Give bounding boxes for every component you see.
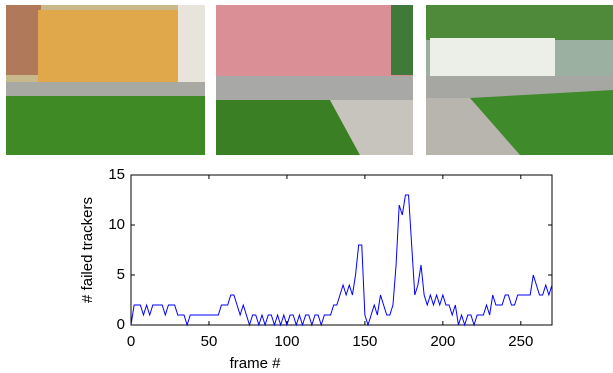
y-axis-label: # failed trackers — [79, 197, 96, 303]
y-tick-label: 5 — [117, 266, 125, 283]
x-tick-label: 0 — [127, 333, 135, 350]
x-tick-label: 200 — [430, 333, 455, 350]
x-axis-label: frame # — [230, 355, 282, 372]
x-tick-label: 150 — [352, 333, 377, 350]
x-tick-label: 250 — [508, 333, 533, 350]
plot: frame # # failed trackers — [79, 197, 281, 372]
x-tick-label: 100 — [274, 333, 299, 350]
photo-1 — [6, 5, 205, 155]
plot-frame — [130, 174, 553, 326]
photo-2 — [216, 5, 413, 155]
y-tick-label: 10 — [108, 216, 125, 233]
y-tick-label: 15 — [108, 166, 125, 183]
data-line — [130, 194, 553, 327]
x-tick-label: 50 — [201, 333, 218, 350]
photo-3 — [426, 5, 613, 155]
y-tick-label: 0 — [117, 316, 125, 333]
